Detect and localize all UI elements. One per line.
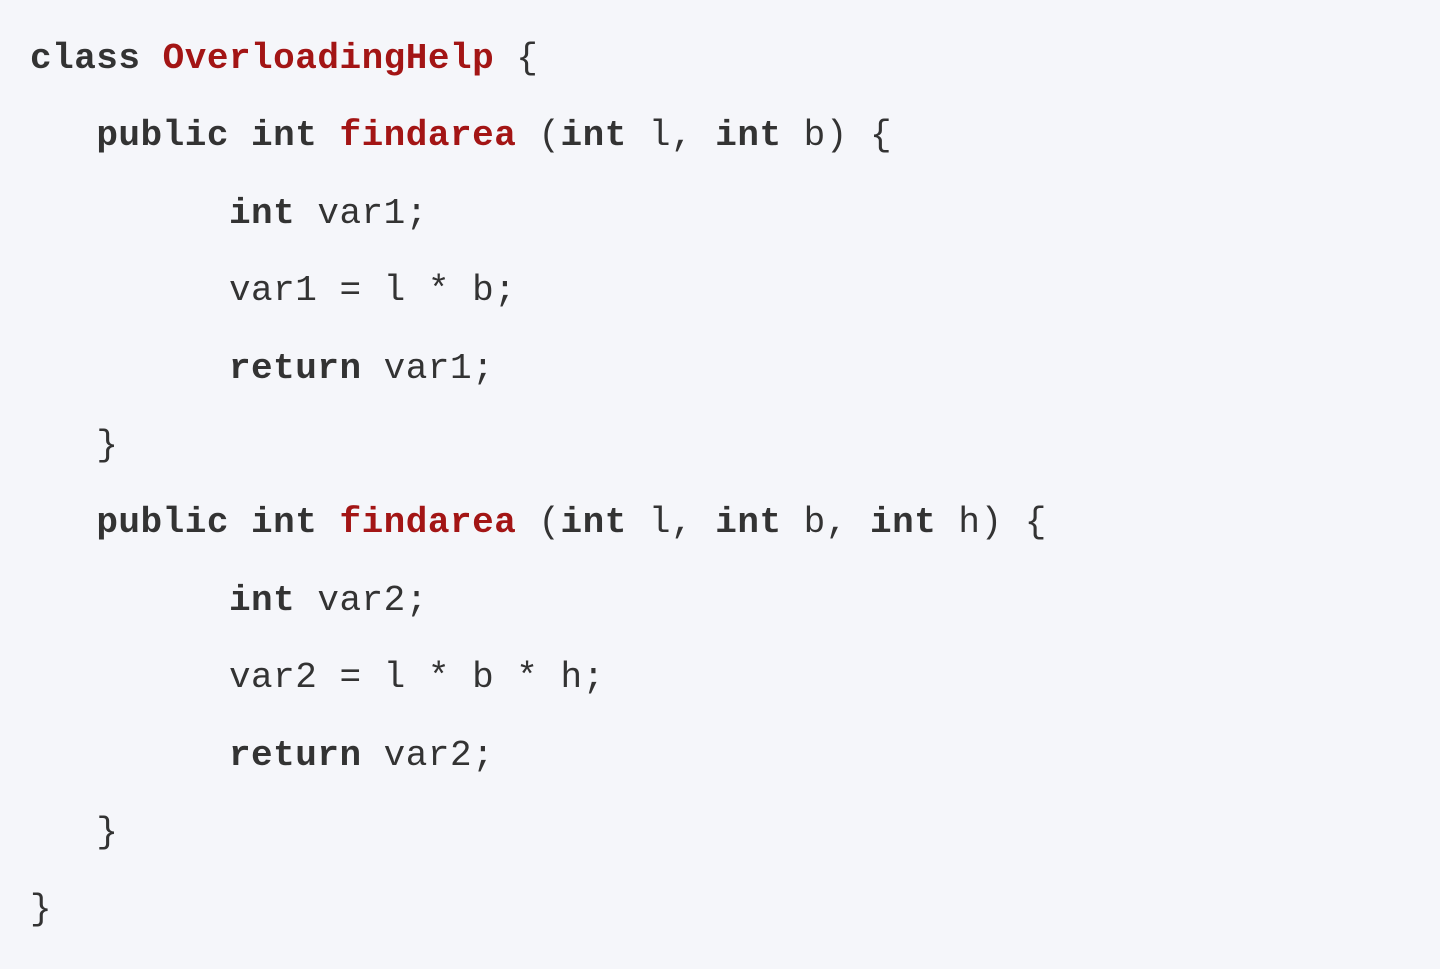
line-3: int var1;: [30, 193, 428, 234]
return-val: var2;: [362, 735, 495, 776]
keyword-int: int: [251, 115, 317, 156]
param-b: b) {: [782, 115, 893, 156]
line-7: public int findarea (int l, int b, int h…: [30, 502, 1047, 543]
line-5: return var1;: [30, 348, 494, 389]
keyword-class: class: [30, 38, 141, 79]
param-type: int: [715, 115, 781, 156]
line-1: class OverloadingHelp {: [30, 38, 538, 79]
paren-open: (: [516, 502, 560, 543]
line-2: public int findarea (int l, int b) {: [30, 115, 892, 156]
indent: [30, 502, 96, 543]
keyword-public: public: [96, 115, 229, 156]
keyword-public: public: [96, 502, 229, 543]
indent: [30, 348, 229, 389]
param-type: int: [870, 502, 936, 543]
brace-close: }: [96, 425, 118, 466]
brace-close: }: [96, 812, 118, 853]
indent: [30, 425, 96, 466]
line-8: int var2;: [30, 580, 428, 621]
line-10: return var2;: [30, 735, 494, 776]
line-6: }: [30, 425, 118, 466]
brace-open: {: [494, 38, 538, 79]
assignment: var1 = l * b;: [229, 270, 516, 311]
param-b: b,: [782, 502, 870, 543]
line-11: }: [30, 812, 118, 853]
indent: [30, 193, 229, 234]
brace-close: }: [30, 889, 52, 930]
line-4: var1 = l * b;: [30, 270, 516, 311]
var-decl: var1;: [295, 193, 428, 234]
indent: [30, 735, 229, 776]
indent: [30, 812, 96, 853]
param-type: int: [561, 502, 627, 543]
var-decl: var2;: [295, 580, 428, 621]
param-h: h) {: [936, 502, 1047, 543]
param-l: l,: [627, 502, 715, 543]
keyword-return: return: [229, 348, 362, 389]
class-name: OverloadingHelp: [163, 38, 495, 79]
method-name: findarea: [339, 115, 516, 156]
paren-open: (: [516, 115, 560, 156]
param-type: int: [715, 502, 781, 543]
assignment: var2 = l * b * h;: [229, 657, 605, 698]
param-type: int: [561, 115, 627, 156]
indent: [30, 580, 229, 621]
keyword-int: int: [229, 193, 295, 234]
code-block: class OverloadingHelp { public int finda…: [30, 20, 1410, 949]
method-name: findarea: [339, 502, 516, 543]
keyword-int: int: [251, 502, 317, 543]
indent: [30, 657, 229, 698]
keyword-return: return: [229, 735, 362, 776]
line-9: var2 = l * b * h;: [30, 657, 605, 698]
indent: [30, 270, 229, 311]
return-val: var1;: [362, 348, 495, 389]
param-l: l,: [627, 115, 715, 156]
indent: [30, 115, 96, 156]
keyword-int: int: [229, 580, 295, 621]
line-12: }: [30, 889, 52, 930]
